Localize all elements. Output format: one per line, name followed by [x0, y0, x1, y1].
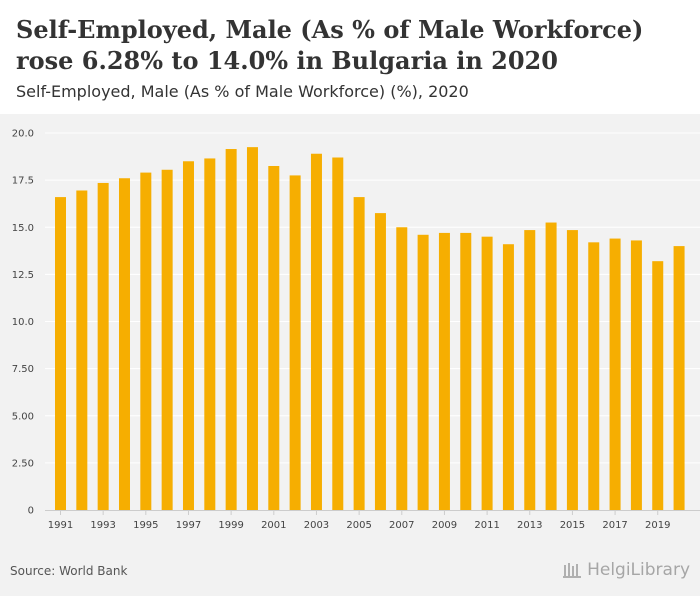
bar-1998 — [204, 158, 216, 510]
bar-2011 — [481, 236, 493, 510]
x-tick-label: 2003 — [304, 520, 329, 531]
bar-1991 — [55, 197, 66, 510]
y-tick-label: 20.0 — [12, 129, 34, 140]
bar-2007 — [396, 227, 408, 510]
bar-1992 — [76, 190, 88, 510]
bar-2008 — [417, 234, 429, 510]
y-tick-label: 0 — [28, 506, 34, 517]
x-tick-label: 2007 — [389, 520, 414, 531]
bar-2009 — [438, 232, 450, 510]
chart-background — [0, 114, 700, 596]
brand-name: HelgiLibrary — [587, 560, 690, 580]
grid-lines — [45, 132, 700, 464]
bar-2005 — [353, 197, 365, 510]
y-tick-label: 12.5 — [12, 270, 34, 281]
y-tick-label: 2.50 — [12, 458, 34, 469]
y-tick-label: 15.0 — [12, 223, 34, 234]
x-tick-label: 2009 — [432, 520, 457, 531]
bar-1995 — [140, 172, 152, 510]
x-tick-label: 2001 — [261, 520, 286, 531]
bar-2003 — [310, 153, 322, 511]
library-icon — [563, 563, 582, 578]
bar-2010 — [460, 232, 472, 510]
bar-2015 — [566, 230, 578, 510]
bar-2013 — [524, 230, 536, 510]
x-tick-label: 2017 — [602, 520, 627, 531]
bar-1999 — [225, 149, 237, 510]
x-axis-ticks: 1991 1993 1995 1997 1999 2001 2003 2005 2007 2009… — [45, 510, 700, 531]
bar-2004 — [332, 157, 344, 510]
chart-subtitle: Self-Employed, Male (As % of Male Workfo… — [16, 82, 469, 101]
x-tick-label: 2019 — [645, 520, 670, 531]
y-tick-label: 10.0 — [12, 317, 34, 328]
bar-2017 — [609, 238, 621, 510]
x-tick-label: 1993 — [90, 520, 115, 531]
source-label: Source: World Bank — [10, 564, 128, 578]
x-tick-label: 2011 — [474, 520, 499, 531]
bar-2020 — [673, 246, 685, 510]
x-tick-label: 1997 — [176, 520, 201, 531]
y-tick-label: 17.5 — [12, 176, 34, 187]
x-tick-label: 2005 — [346, 520, 371, 531]
x-tick-label: 2015 — [560, 520, 585, 531]
x-tick-label: 1995 — [133, 520, 158, 531]
bar-2012 — [502, 244, 514, 510]
brand-logo: HelgiLibrary — [563, 560, 690, 580]
x-tick-label: 1991 — [48, 520, 73, 531]
bar-2019 — [652, 261, 664, 510]
y-tick-label: 7.50 — [12, 364, 34, 375]
bars — [55, 147, 685, 511]
y-tick-label: 5.00 — [12, 411, 34, 422]
bar-1993 — [97, 182, 109, 510]
bar-2002 — [289, 175, 301, 510]
bar-1994 — [118, 178, 130, 510]
bar-2018 — [630, 240, 642, 510]
bar-2001 — [268, 165, 280, 511]
chart-title: Self-Employed, Male (As % of Male Workfo… — [16, 15, 644, 75]
bar-2006 — [374, 213, 386, 511]
bar-2000 — [246, 147, 258, 510]
bar-1997 — [182, 161, 194, 510]
bar-2014 — [545, 222, 557, 510]
bar-2016 — [588, 242, 600, 510]
x-tick-label: 2013 — [517, 520, 542, 531]
bar-1996 — [161, 169, 173, 510]
y-axis-ticks: 0 2.50 5.00 7.50 10.0 12.5 15.0 17.5 20.0 — [12, 129, 34, 517]
x-tick-label: 1999 — [218, 520, 243, 531]
